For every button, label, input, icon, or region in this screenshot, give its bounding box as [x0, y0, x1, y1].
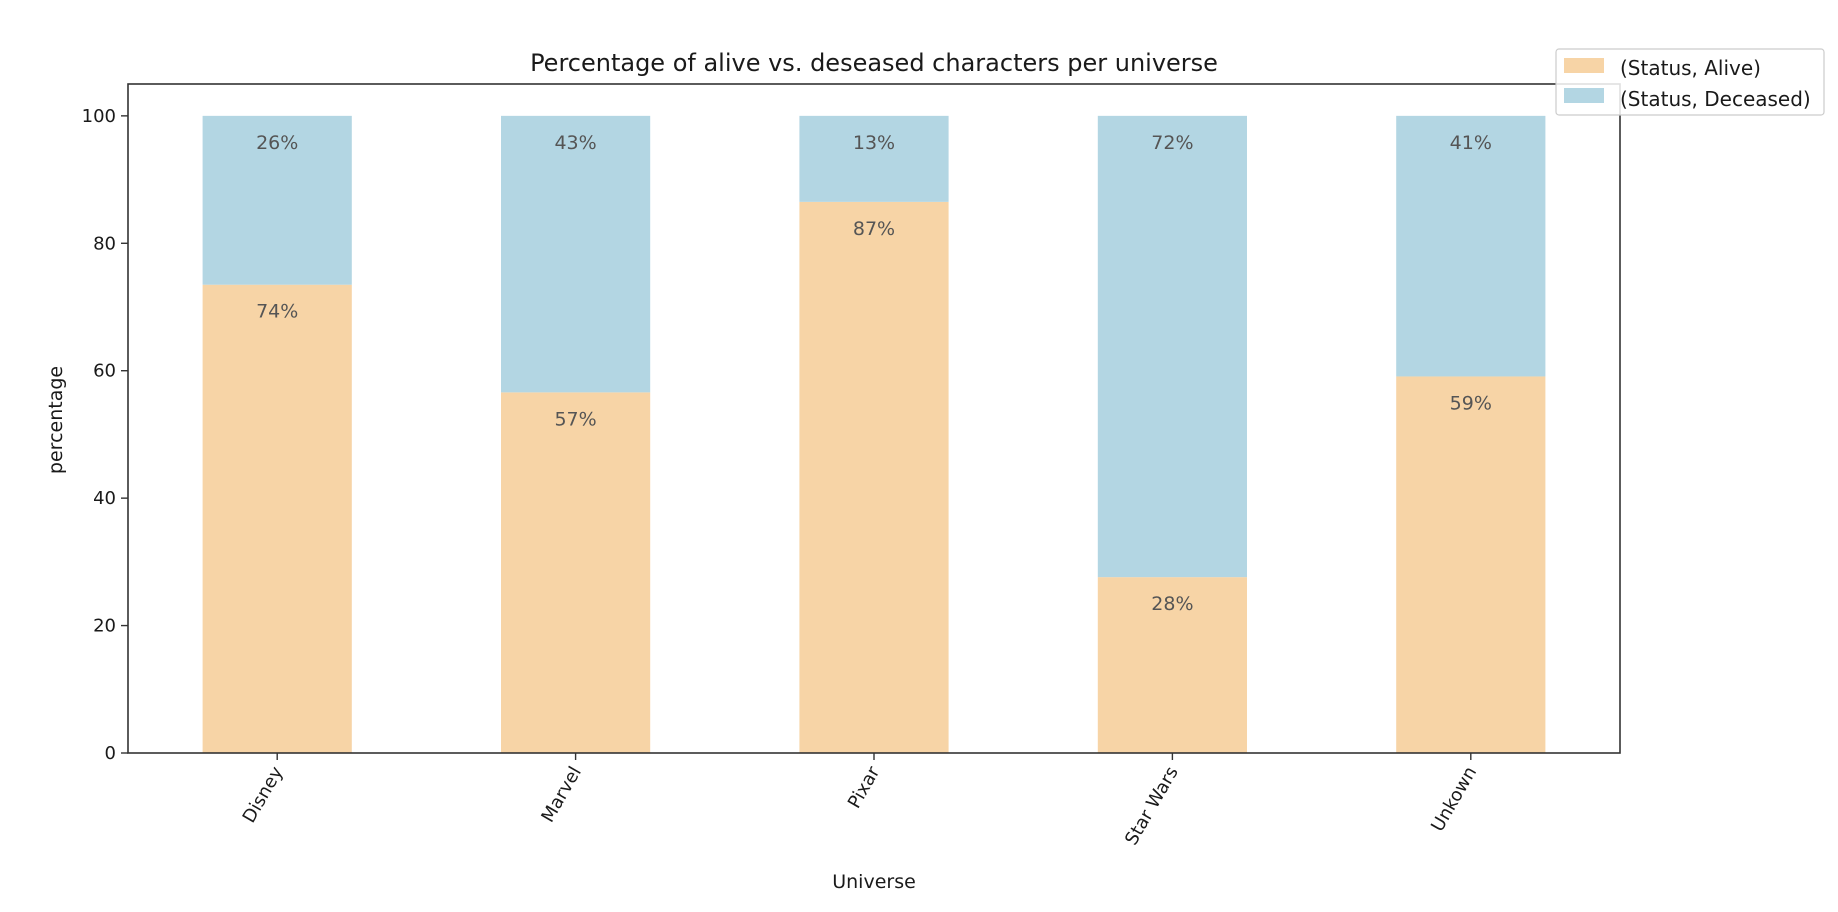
bar-marvel-deceased: [501, 115, 651, 393]
y-tick-label: 0: [105, 743, 116, 764]
y-axis: 0 20 40 60 80 100: [82, 106, 128, 764]
x-tick-label: Pixar: [844, 762, 885, 812]
bar-star-wars-alive: [1097, 577, 1247, 753]
y-tick-label: 80: [93, 233, 116, 254]
y-axis-label: percentage: [45, 366, 67, 474]
data-label-unkown-alive: 59%: [1450, 392, 1492, 414]
x-axis-label: Universe: [832, 871, 916, 893]
bar-pixar-alive: [799, 201, 949, 753]
bar-unkown-deceased: [1396, 115, 1546, 377]
data-label-pixar-alive: 87%: [853, 218, 895, 240]
chart-title: Percentage of alive vs. deseased charact…: [530, 49, 1218, 77]
bar-star-wars-deceased: [1097, 115, 1247, 578]
x-tick-label: Unkown: [1427, 763, 1481, 835]
data-label-marvel-alive: 57%: [554, 408, 596, 430]
y-tick-label: 20: [93, 616, 116, 637]
x-tick-label: Disney: [239, 763, 288, 827]
data-label-star-wars-deceased: 72%: [1151, 132, 1193, 154]
bars-group: [202, 115, 1546, 753]
bar-pixar-deceased: [799, 115, 949, 202]
legend-label-alive: (Status, Alive): [1620, 56, 1761, 80]
legend-swatch-deceased: [1564, 88, 1604, 103]
data-labels-group: 74% 26% 57% 43% 87% 13% 28% 72% 59% 41%: [256, 132, 1492, 615]
y-tick-label: 100: [82, 106, 116, 127]
x-tick-label: Star Wars: [1121, 763, 1183, 849]
bar-disney-alive: [202, 284, 352, 753]
x-axis: Disney Marvel Pixar Star Wars Unkown: [239, 753, 1481, 849]
bar-unkown-alive: [1396, 376, 1546, 753]
bar-disney-deceased: [202, 115, 352, 285]
y-tick-label: 40: [93, 488, 116, 509]
data-label-star-wars-alive: 28%: [1151, 593, 1193, 615]
legend-label-deceased: (Status, Deceased): [1620, 87, 1811, 111]
legend-box: [1555, 48, 1825, 116]
legend-swatch-alive: [1564, 58, 1604, 73]
data-label-disney-alive: 74%: [256, 301, 298, 323]
bar-marvel-alive: [501, 392, 651, 753]
y-tick-label: 60: [93, 361, 116, 382]
data-label-marvel-deceased: 43%: [554, 132, 596, 154]
data-label-pixar-deceased: 13%: [853, 132, 895, 154]
data-label-disney-deceased: 26%: [256, 132, 298, 154]
legend: (Status, Alive) (Status, Deceased): [1555, 48, 1825, 116]
data-label-unkown-deceased: 41%: [1450, 132, 1492, 154]
x-tick-label: Marvel: [537, 763, 586, 826]
